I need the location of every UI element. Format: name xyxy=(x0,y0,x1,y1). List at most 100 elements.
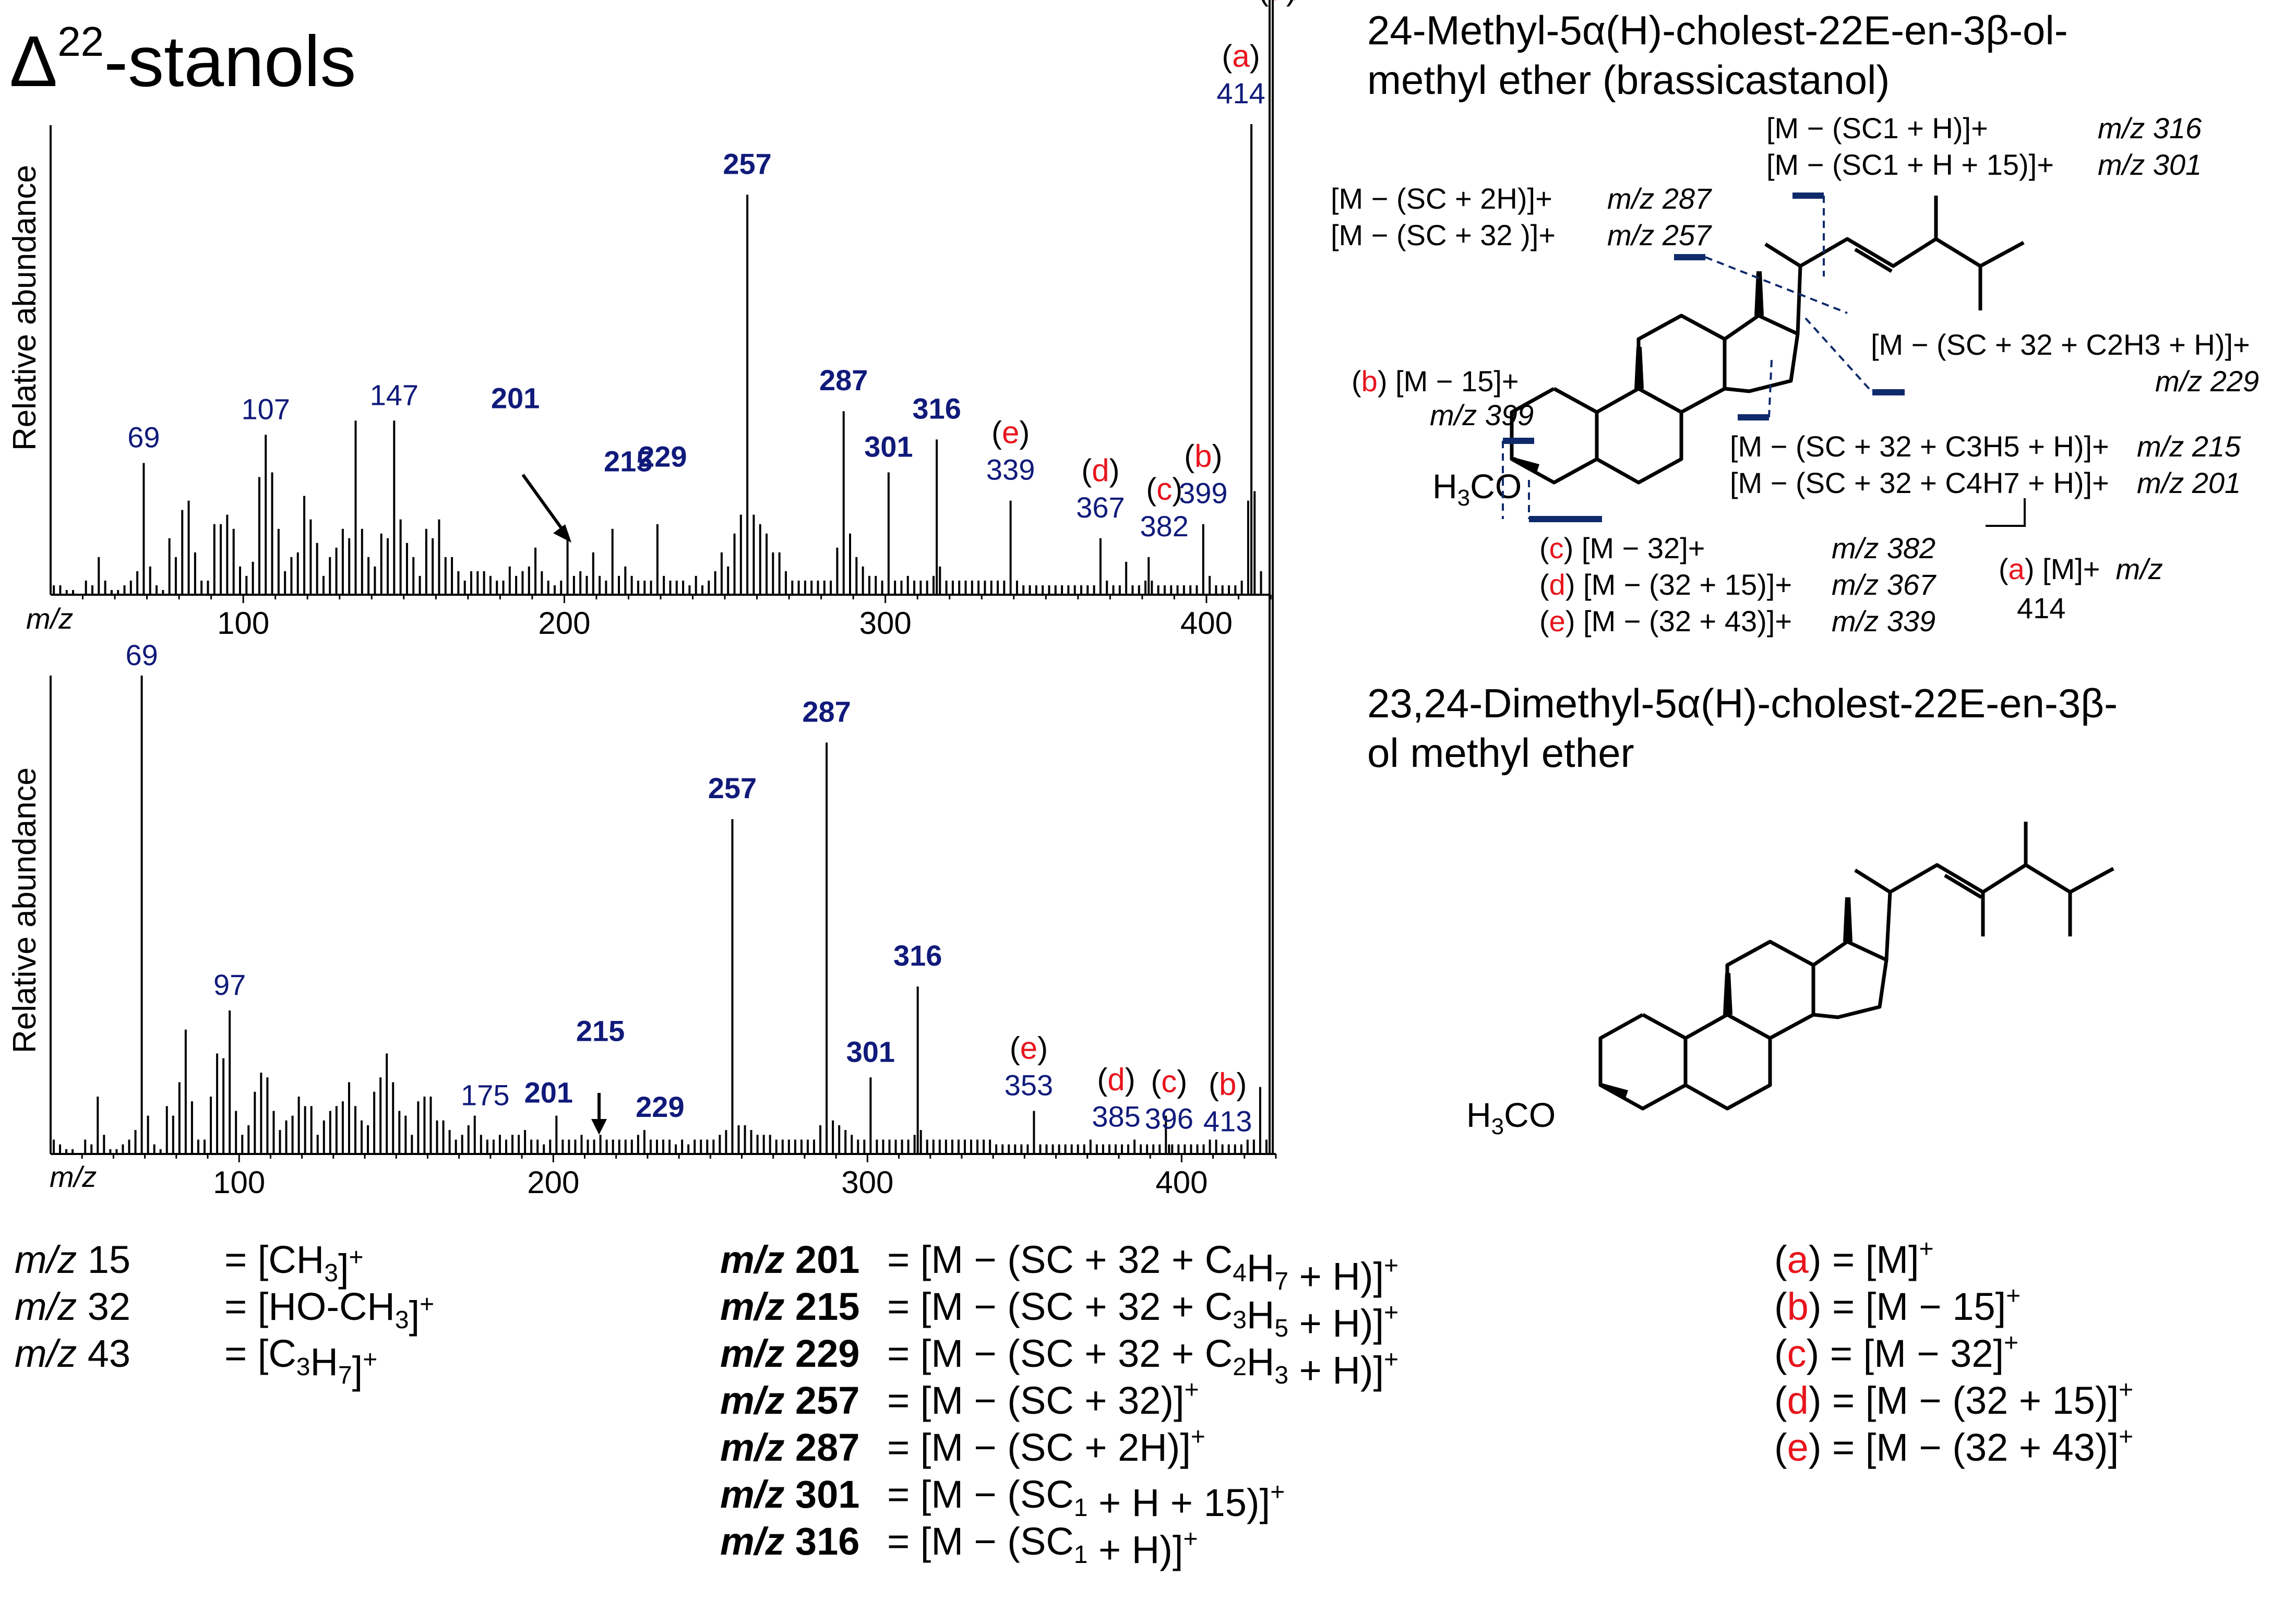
svg-text:m/z 399: m/z 399 xyxy=(1430,399,1534,431)
peak-label: 69 xyxy=(125,639,158,671)
legend-mid-formula: = [M − (SC + 32 + C4H7 + H)]+ xyxy=(887,1238,1399,1298)
legend-left-formula: = [CH3]+ xyxy=(224,1238,364,1290)
svg-text:m/z 367: m/z 367 xyxy=(1832,568,1937,601)
svg-text:m/z 316: m/z 316 xyxy=(2098,112,2202,145)
peak-label-letter: (a) xyxy=(1258,0,1296,7)
peak-label-mz: 367 xyxy=(1076,491,1125,524)
peak-label-letter: (e) xyxy=(1010,1030,1048,1065)
peak-label-mz: 399 xyxy=(1179,477,1227,510)
peak-label-bold: 229 xyxy=(636,1090,684,1123)
legend-left-formula: = [C3H7]+ xyxy=(224,1332,377,1392)
peak-labels: 2872573163012292152016997175428(a)413(b)… xyxy=(125,0,1301,1138)
peak-label: 147 xyxy=(370,378,419,411)
structure-brassicastanol: 24-Methyl-5α(H)-cholest-22E-en-3β-ol- me… xyxy=(1331,7,2259,637)
x-tick-label: 300 xyxy=(841,1165,893,1200)
legend-mid-mz: m/z 229 xyxy=(720,1332,859,1375)
svg-text:m/z 301: m/z 301 xyxy=(2098,148,2202,181)
peak-label-letter: (b) xyxy=(1209,1067,1247,1102)
legend-mid-mz: m/z 301 xyxy=(720,1473,859,1516)
svg-text:[M − (SC1 + H)]+: [M − (SC1 + H)]+ xyxy=(1766,112,1988,145)
legend-mid-formula: = [M − (SC1 + H + 15)]+ xyxy=(887,1473,1285,1524)
legend-mid-mz: m/z 257 xyxy=(720,1379,859,1422)
legend-left-mz: m/z 43 xyxy=(15,1332,130,1375)
peak-label-bold: 301 xyxy=(846,1035,895,1068)
cleavage-bars xyxy=(1503,193,1905,522)
peak-label-bold: 301 xyxy=(864,430,913,463)
svg-text:[M − (SC + 32 )]+: [M − (SC + 32 )]+ xyxy=(1331,219,1556,251)
peak-label-bold: 257 xyxy=(723,147,771,180)
peak-label-letter: (c) xyxy=(1146,472,1182,507)
legend-right-item: (c) = [M − 32]+ xyxy=(1774,1329,2018,1375)
svg-text:[M − (SC + 32 + C4H7 + H)]+: [M − (SC + 32 + C4H7 + H)]+ xyxy=(1730,466,2109,499)
peak-label-mz: 339 xyxy=(986,453,1035,486)
peak-label-mz: 385 xyxy=(1092,1100,1140,1133)
methoxy-label-2: H3CO xyxy=(1466,1096,1556,1139)
y-axis-label: Relative abundance xyxy=(7,165,43,451)
x-ticks: 100 200 300 400 xyxy=(82,595,1272,641)
legend-left-mz: m/z 32 xyxy=(15,1285,130,1328)
legend-right-item: (a) = [M]+ xyxy=(1774,1235,1934,1281)
svg-text:m/z 287: m/z 287 xyxy=(1607,182,1712,215)
legend-mid: m/z 201 = [M − (SC + 32 + C4H7 + H)]+ m/z … xyxy=(720,1238,1399,1571)
x-tick-label: 100 xyxy=(217,606,269,641)
peak-label-mz: 428 xyxy=(1253,0,1301,6)
svg-text:m/z 229: m/z 229 xyxy=(2155,365,2259,398)
peak-label-mz: 413 xyxy=(1203,1105,1252,1138)
peak-label: 175 xyxy=(461,1079,509,1112)
legend-mid-mz: m/z 287 xyxy=(720,1426,859,1469)
peak-label-bold: 201 xyxy=(524,1076,573,1109)
legend-mid-formula: = [M − (SC + 32)]+ xyxy=(887,1376,1199,1422)
legend-mid-formula: = [M − (SC + 2H)]+ xyxy=(887,1423,1205,1469)
legend-left: m/z 15 = [CH3]+ m/z 32 = [HO-CH3]+ m/z 43 = [… xyxy=(15,1238,434,1392)
peaks xyxy=(53,124,1262,595)
peak-label: 97 xyxy=(213,968,246,1001)
svg-text:[M − (SC + 32 + C2H3 + H)]+: [M − (SC + 32 + C2H3 + H)]+ xyxy=(1871,328,2250,361)
arrow-201-head xyxy=(553,524,571,543)
svg-text:414: 414 xyxy=(2017,592,2065,624)
svg-text:(a) [M]+m/z: (a) [M]+ m/z xyxy=(1999,552,2163,585)
svg-text:[M − (SC1 + H + 15)]+: [M − (SC1 + H + 15)]+ xyxy=(1766,148,2054,181)
peak-label-bold: 287 xyxy=(819,364,868,396)
svg-text:m/z 382: m/z 382 xyxy=(1832,532,1935,564)
arrow-215-head xyxy=(591,1119,607,1135)
peak-label: 69 xyxy=(127,420,160,453)
peak-label-bold: 316 xyxy=(912,392,961,425)
peak-label-bold: 229 xyxy=(638,440,687,473)
structure1-title-line2: methyl ether (brassicastanol) xyxy=(1367,57,1890,103)
structure2-title-line1: 23,24-Dimethyl-5α(H)-cholest-22E-en-3β- xyxy=(1367,680,2118,726)
molecule-skeleton-2 xyxy=(1598,822,2114,1111)
x-tick-label: 200 xyxy=(527,1165,579,1200)
legend-right: (a) = [M]+(b) = [M − 15]+(c) = [M − 32]+… xyxy=(1774,1235,2133,1469)
x-tick-label: 400 xyxy=(1155,1165,1208,1200)
methyl-wedge-19 xyxy=(1634,347,1644,389)
x-tick-label: 400 xyxy=(1180,606,1233,641)
legend-mid-formula: = [M − (SC + 32 + C2H3 + H)]+ xyxy=(887,1332,1399,1392)
svg-text:m/z 215: m/z 215 xyxy=(2137,430,2241,463)
peak-label-mz: 353 xyxy=(1005,1068,1053,1101)
peak-label-letter: (d) xyxy=(1097,1062,1135,1097)
peak-label-mz: 414 xyxy=(1216,77,1265,110)
svg-text:(b) [M − 15]+: (b) [M − 15]+ xyxy=(1352,365,1519,398)
peak-label-bold: 215 xyxy=(576,1014,625,1047)
wedge-bond xyxy=(1511,456,1539,472)
peak-label: 107 xyxy=(242,392,290,425)
x-ticks: 100 200 300 400 xyxy=(81,1154,1277,1200)
x-tick-label: 200 xyxy=(538,606,590,641)
peak-label-letter: (d) xyxy=(1081,453,1119,488)
spectrum-1: Relative abundance m/z 100 200 300 400 2572… xyxy=(7,39,1272,641)
peak-label-bold: 316 xyxy=(893,939,942,972)
y-axis-label: Relative abundance xyxy=(7,767,43,1053)
peak-label-letter: (e) xyxy=(991,415,1030,450)
legend-mid-formula: = [M − (SC + 32 + C3H5 + H)]+ xyxy=(887,1285,1399,1345)
legend-mid-formula: = [M − (SC1 + H)]+ xyxy=(887,1520,1198,1571)
legend-right-item: (b) = [M − 15]+ xyxy=(1774,1282,2021,1328)
peak-label-bold: 215 xyxy=(604,445,652,478)
svg-text:(e) [M − (32 + 43)]+: (e) [M − (32 + 43)]+ xyxy=(1539,605,1792,637)
legend-left-formula: = [HO-CH3]+ xyxy=(224,1285,434,1337)
svg-text:(c) [M − 32]+: (c) [M − 32]+ xyxy=(1539,532,1705,564)
svg-text:m/z 201: m/z 201 xyxy=(2137,466,2241,499)
legend-left-mz: m/z 15 xyxy=(15,1238,130,1281)
legend-right-item: (e) = [M − (32 + 43)]+ xyxy=(1774,1423,2133,1469)
svg-text:m/z 339: m/z 339 xyxy=(1832,605,1935,637)
